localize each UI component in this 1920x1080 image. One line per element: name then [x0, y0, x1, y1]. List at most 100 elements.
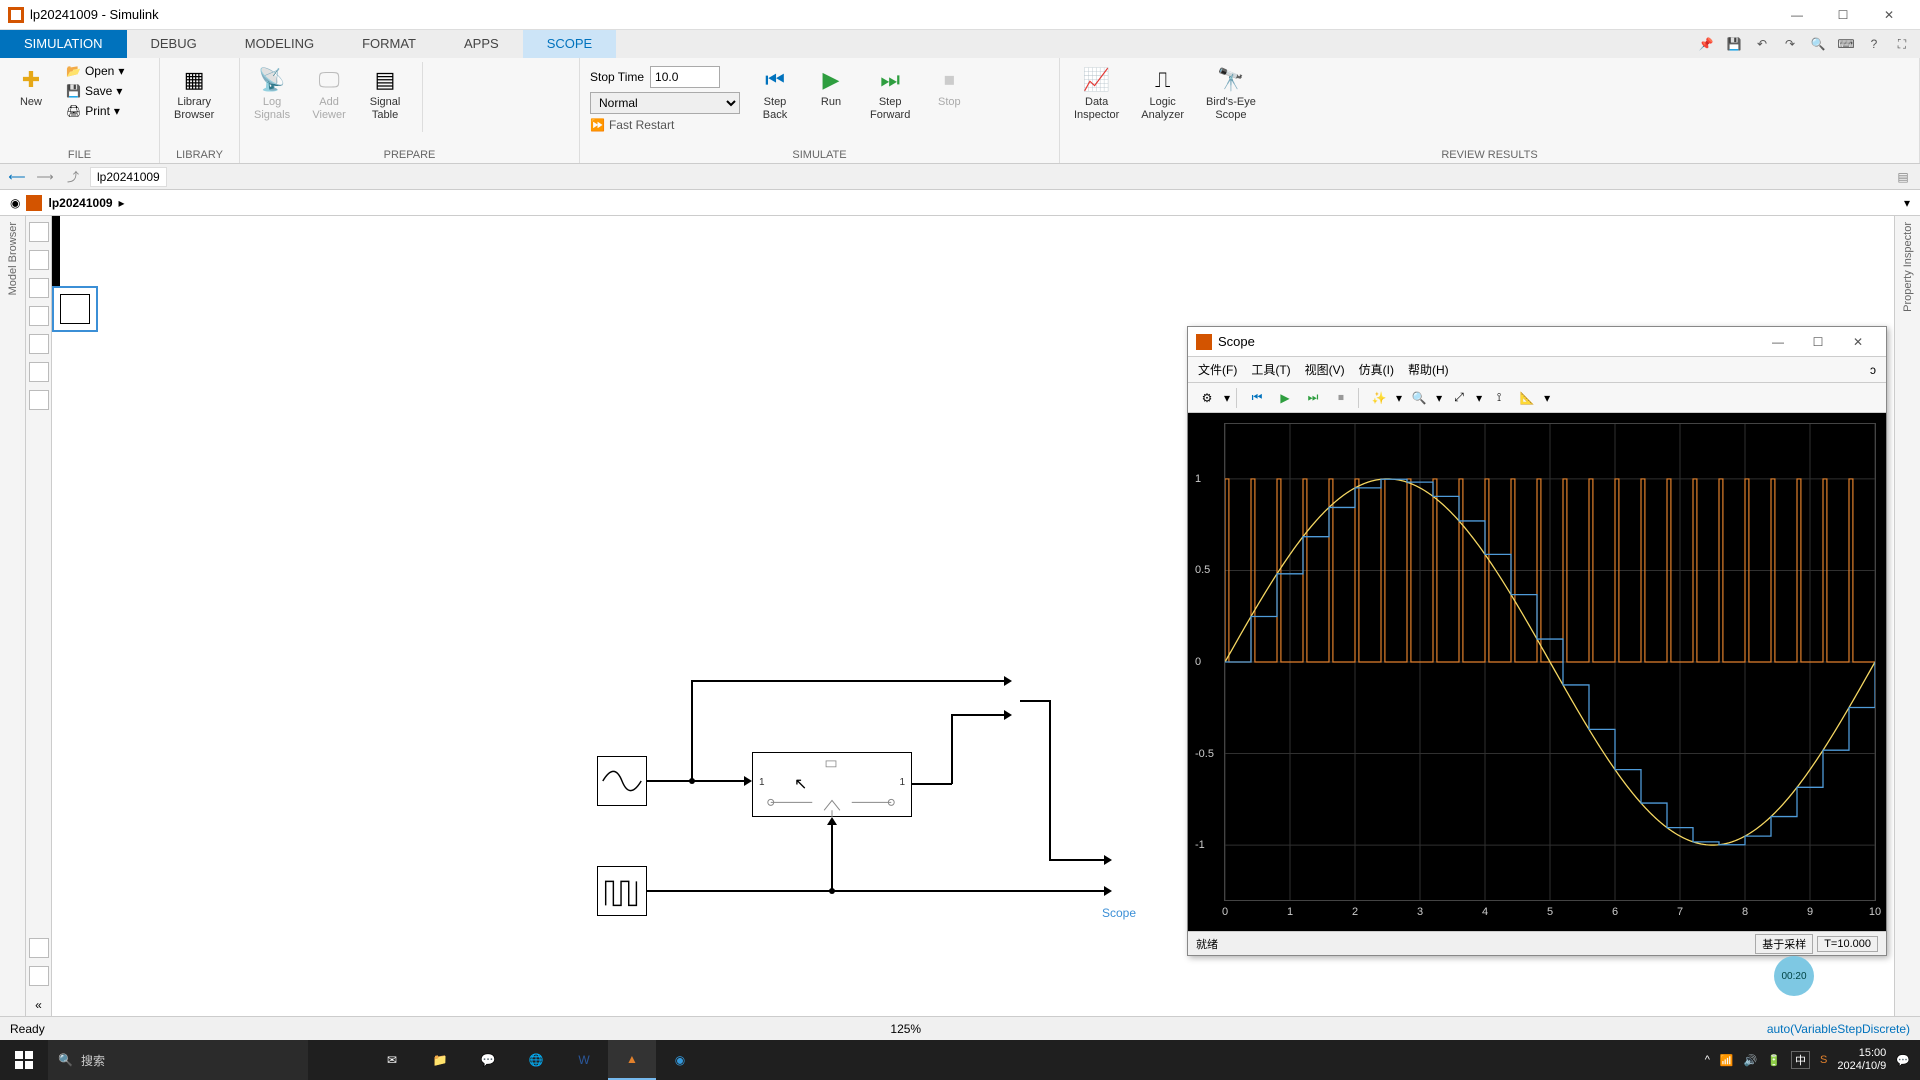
taskbar-edge-icon[interactable]: 🌐: [512, 1040, 560, 1080]
logic-analyzer-button[interactable]: ⎍ Logic Analyzer: [1133, 62, 1192, 126]
taskbar-word-icon[interactable]: W: [560, 1040, 608, 1080]
sogou-icon[interactable]: S: [1820, 1054, 1827, 1066]
save-button[interactable]: 💾Save ▾: [62, 82, 128, 100]
scope-run-icon[interactable]: ▶: [1274, 387, 1296, 409]
scope-measure-icon[interactable]: 📐: [1516, 387, 1538, 409]
rail-bottom-2-icon[interactable]: [29, 966, 49, 986]
nav-up[interactable]: ⤴: [62, 166, 84, 188]
scope-minimize-button[interactable]: —: [1758, 335, 1798, 349]
sine-wave-block[interactable]: [597, 756, 647, 806]
model-canvas[interactable]: 1 1 Scope: [52, 216, 1894, 1016]
target-icon[interactable]: [29, 278, 49, 298]
signal-table-button[interactable]: ▤ Signal Table: [360, 62, 410, 126]
wifi-icon[interactable]: 📶: [1720, 1054, 1734, 1067]
notifications-icon[interactable]: 💬: [1896, 1054, 1910, 1067]
help-icon[interactable]: ?: [1864, 34, 1884, 54]
sample-hold-block[interactable]: 1 1: [752, 752, 912, 817]
nav-forward[interactable]: ⟶: [34, 166, 56, 188]
stop-time-input[interactable]: [650, 66, 720, 88]
scope-settings-icon[interactable]: ⚙: [1196, 387, 1218, 409]
nav-model[interactable]: lp20241009: [90, 167, 167, 187]
scope-cursor-icon[interactable]: ⟟: [1488, 387, 1510, 409]
breadcrumb-model[interactable]: lp20241009: [48, 196, 112, 210]
scope-menu-more-icon[interactable]: ↄ: [1870, 363, 1876, 377]
ime-indicator[interactable]: 中: [1791, 1051, 1810, 1069]
collapse-icon[interactable]: «: [31, 994, 46, 1016]
tab-scope[interactable]: SCOPE: [523, 30, 617, 58]
start-button[interactable]: [0, 1040, 48, 1080]
taskbar-explorer-icon[interactable]: 📁: [416, 1040, 464, 1080]
status-zoom[interactable]: 125%: [45, 1022, 1767, 1036]
image-icon[interactable]: [29, 362, 49, 382]
taskbar-clock[interactable]: 15:00 2024/10/9: [1837, 1047, 1886, 1073]
save-icon[interactable]: 💾: [1724, 34, 1744, 54]
scope-stop-icon[interactable]: ⏹: [1330, 387, 1352, 409]
scope-menu-tools[interactable]: 工具(T): [1251, 361, 1290, 378]
tray-chevron-icon[interactable]: ^: [1705, 1054, 1710, 1066]
close-button[interactable]: ✕: [1866, 0, 1912, 30]
zoom-fit-icon[interactable]: [29, 250, 49, 270]
status-solver[interactable]: auto(VariableStepDiscrete): [1767, 1022, 1910, 1036]
step-forward-button[interactable]: ⏭ Step Forward: [862, 62, 918, 126]
scope-block[interactable]: [52, 286, 98, 332]
run-button[interactable]: ▶ Run: [806, 62, 856, 113]
fast-restart-toggle[interactable]: ⏩Fast Restart: [590, 118, 740, 132]
scope-stepback-icon[interactable]: ⏮: [1246, 387, 1268, 409]
pin-icon[interactable]: 📌: [1696, 34, 1716, 54]
nav-view-options[interactable]: ▤: [1892, 166, 1914, 188]
fullscreen-icon[interactable]: ⛶: [1892, 34, 1912, 54]
area-icon[interactable]: [29, 390, 49, 410]
taskbar-wechat-icon[interactable]: 💬: [464, 1040, 512, 1080]
scope-close-button[interactable]: ✕: [1838, 335, 1878, 349]
birdseye-button[interactable]: 🔭 Bird's-Eye Scope: [1198, 62, 1264, 126]
mode-select[interactable]: Normal: [590, 92, 740, 114]
scope-autoscale-icon[interactable]: ⤢: [1448, 387, 1470, 409]
scope-plot[interactable]: -1-0.500.51012345678910: [1188, 413, 1886, 931]
new-button[interactable]: ✚ New: [6, 62, 56, 113]
scope-menu-view[interactable]: 视图(V): [1305, 361, 1345, 378]
scope-highlight-icon[interactable]: ✨: [1368, 387, 1390, 409]
tab-simulation[interactable]: SIMULATION: [0, 30, 127, 58]
rearrange-icon[interactable]: [29, 306, 49, 326]
property-inspector-rail[interactable]: Property Inspector: [1894, 216, 1920, 1016]
taskbar-mail-icon[interactable]: ✉: [368, 1040, 416, 1080]
redo-icon[interactable]: ↷: [1780, 34, 1800, 54]
scope-window[interactable]: Scope — ☐ ✕ 文件(F) 工具(T) 视图(V) 仿真(I) 帮助(H…: [1187, 326, 1887, 956]
scope-menu-sim[interactable]: 仿真(I): [1359, 361, 1394, 378]
log-signals-button[interactable]: 📡 Log Signals: [246, 62, 298, 126]
rail-bottom-1-icon[interactable]: [29, 938, 49, 958]
scope-menu-file[interactable]: 文件(F): [1198, 361, 1237, 378]
maximize-button[interactable]: ☐: [1820, 0, 1866, 30]
annotation-icon[interactable]: [29, 334, 49, 354]
scope-stepfwd-icon[interactable]: ⏭: [1302, 387, 1324, 409]
hide-show-icon[interactable]: [29, 222, 49, 242]
add-viewer-button[interactable]: 🖵 Add Viewer: [304, 62, 354, 126]
minimize-button[interactable]: —: [1774, 0, 1820, 30]
scope-maximize-button[interactable]: ☐: [1798, 335, 1838, 349]
library-browser-button[interactable]: ▦ Library Browser: [166, 62, 222, 126]
taskbar-matlab-icon[interactable]: ▲: [608, 1040, 656, 1080]
taskbar-search[interactable]: 🔍 搜索: [48, 1040, 308, 1080]
taskbar-app-icon[interactable]: ◉: [656, 1040, 704, 1080]
tab-debug[interactable]: DEBUG: [127, 30, 221, 58]
scope-zoom-icon[interactable]: 🔍: [1408, 387, 1430, 409]
volume-icon[interactable]: 🔊: [1744, 1054, 1758, 1067]
undo-icon[interactable]: ↶: [1752, 34, 1772, 54]
shortcuts-icon[interactable]: ⌨: [1836, 34, 1856, 54]
scope-menu-help[interactable]: 帮助(H): [1408, 361, 1449, 378]
mux-block[interactable]: [52, 216, 60, 286]
breadcrumb-dropdown[interactable]: ▾: [1904, 196, 1910, 210]
model-browser-rail[interactable]: Model Browser: [0, 216, 26, 1016]
step-back-button[interactable]: ⏮ Step Back: [750, 62, 800, 126]
tab-apps[interactable]: APPS: [440, 30, 523, 58]
tab-format[interactable]: FORMAT: [338, 30, 440, 58]
print-button[interactable]: 🖨Print ▾: [62, 102, 128, 120]
data-inspector-button[interactable]: 📈 Data Inspector: [1066, 62, 1127, 126]
battery-icon[interactable]: 🔋: [1767, 1054, 1781, 1067]
pulse-generator-block[interactable]: [597, 866, 647, 916]
tab-modeling[interactable]: MODELING: [221, 30, 338, 58]
nav-back[interactable]: ⟵: [6, 166, 28, 188]
search-icon[interactable]: 🔍: [1808, 34, 1828, 54]
breadcrumb-circle-icon[interactable]: ◉: [10, 196, 20, 210]
open-button[interactable]: 📂Open ▾: [62, 62, 128, 80]
